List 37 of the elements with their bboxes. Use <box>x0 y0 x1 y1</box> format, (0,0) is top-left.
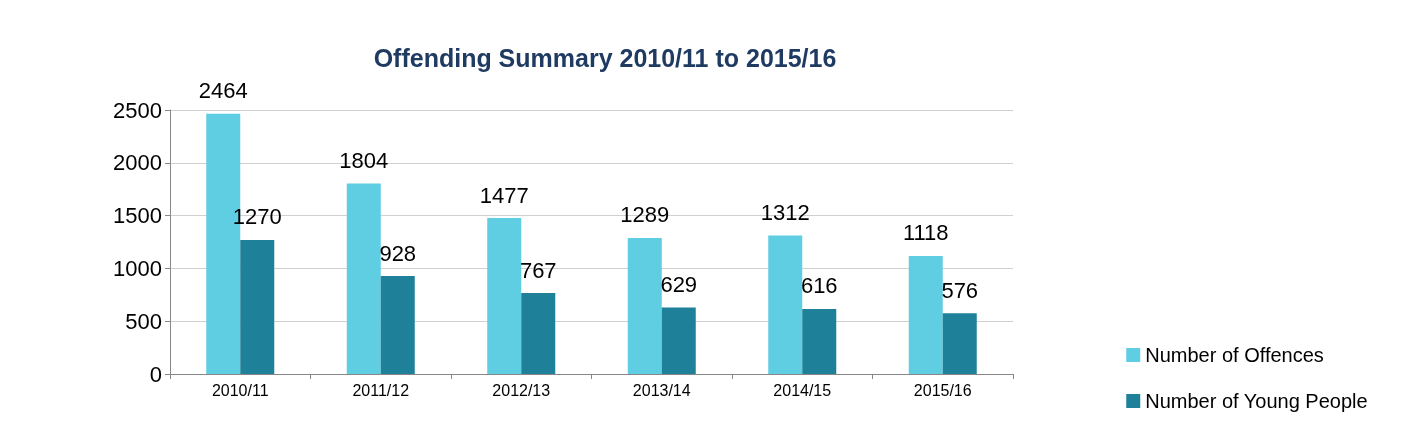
y-tick-label: 1500 <box>113 203 162 229</box>
data-label: 2464 <box>198 78 248 104</box>
y-tick-label: 500 <box>125 308 162 334</box>
bar <box>627 237 662 374</box>
data-label: 767 <box>519 257 557 283</box>
y-tick-label: 1000 <box>113 255 162 281</box>
y-tick-label: 2500 <box>113 97 162 123</box>
y-tick-label: 2000 <box>113 150 162 176</box>
bar <box>240 239 275 374</box>
x-tick-label: 2010/11 <box>211 381 269 399</box>
data-label: 629 <box>660 272 698 298</box>
x-tick-label: 2013/14 <box>632 381 691 399</box>
bar <box>802 308 837 374</box>
data-label: 1804 <box>339 148 389 173</box>
bar <box>380 276 415 374</box>
data-label: 928 <box>379 240 417 266</box>
x-tick-label: 2011/12 <box>352 381 410 399</box>
bar <box>908 255 943 374</box>
data-label: 1477 <box>479 182 529 208</box>
y-tick-label: 0 <box>149 361 162 387</box>
x-tick-label: 2012/13 <box>492 381 551 399</box>
bar <box>768 235 803 374</box>
data-label: 616 <box>800 273 838 299</box>
bar <box>487 218 522 374</box>
x-tick-label: 2015/16 <box>913 381 972 399</box>
bar <box>521 293 556 374</box>
legend-label: Number of Young People <box>1145 390 1368 412</box>
data-label: 1118 <box>902 220 949 246</box>
data-label: 1312 <box>760 199 810 225</box>
chart-title: Offending Summary 2010/11 to 2015/16 <box>373 43 837 72</box>
data-label: 576 <box>941 277 979 303</box>
x-tick-label: 2014/15 <box>773 381 832 399</box>
data-label: 1289 <box>620 202 670 228</box>
bar <box>661 307 696 374</box>
bar <box>942 313 977 374</box>
legend-label: Number of Offences <box>1145 344 1324 366</box>
bar <box>346 183 381 374</box>
